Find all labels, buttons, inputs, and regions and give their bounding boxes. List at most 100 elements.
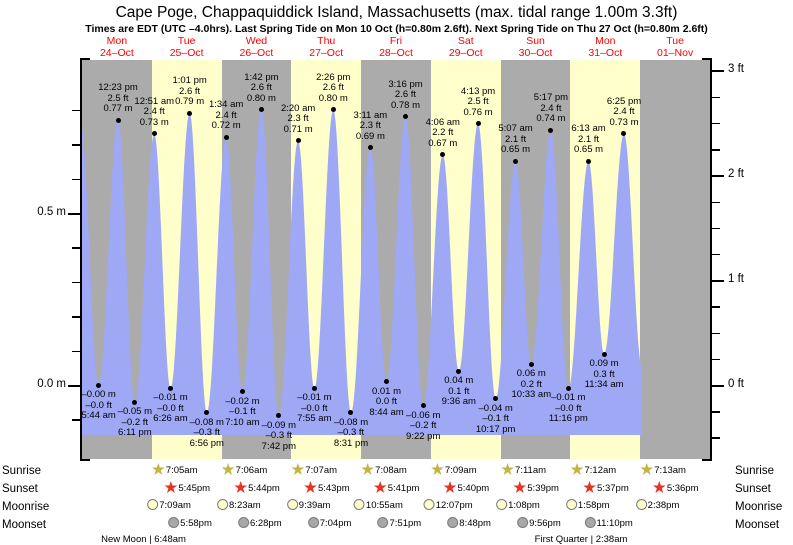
axis-tick-right bbox=[712, 411, 720, 413]
tide-point-high bbox=[548, 127, 554, 133]
tide-label-line-2: 0.67 m bbox=[428, 137, 458, 149]
tide-label-low: 0.01 m 0.0 ft 8:44 am bbox=[369, 385, 404, 419]
tide-point-high bbox=[115, 117, 121, 123]
tide-label-line-0: 3:16 pm bbox=[388, 78, 423, 90]
sunrise-entry-time: 7:05am bbox=[165, 464, 198, 476]
tide-label-line-0: –0.04 m bbox=[478, 402, 513, 414]
axis-corner-tr bbox=[702, 58, 712, 60]
tide-label-line-0: –0.01 m bbox=[297, 392, 332, 404]
tide-point-low bbox=[204, 410, 210, 416]
tide-label-line-0: 2:26 pm bbox=[316, 71, 351, 83]
day-header-weekday: Sun bbox=[526, 35, 545, 47]
moonset-entry-time: 7:04pm bbox=[319, 517, 352, 529]
moonset-entry-time: 8:48pm bbox=[459, 517, 491, 529]
sunrise-entry-4: 7:09am bbox=[431, 463, 477, 476]
day-header-weekday: Mon bbox=[106, 35, 128, 47]
day-header-date: 25–Oct bbox=[169, 46, 204, 59]
tide-label-line-0: –0.08 m bbox=[333, 416, 369, 428]
tide-label-line-2: 9:22 pm bbox=[406, 430, 441, 442]
tide-chart-plot bbox=[82, 60, 710, 459]
moonset-entry-time: 7:51pm bbox=[389, 517, 422, 529]
tide-label-line-1: –0.1 ft bbox=[229, 406, 256, 418]
tide-label-high: 12:51 am 2.4 ft 0.73 m bbox=[134, 95, 175, 129]
tide-label-line-0: 12:23 pm bbox=[98, 82, 138, 94]
tide-point-high bbox=[402, 114, 408, 120]
tide-label-line-2: 11:34 am bbox=[584, 379, 624, 391]
tide-point-low bbox=[528, 361, 534, 367]
sunrise-entry-time: 7:08am bbox=[375, 464, 407, 476]
axis-tick-right bbox=[712, 96, 720, 99]
sunset-star-icon bbox=[164, 481, 178, 493]
sunset-entry-6: 5:37pm bbox=[583, 481, 629, 494]
tide-point-low bbox=[311, 385, 317, 391]
tide-label-line-2: 0.73 m bbox=[139, 116, 169, 128]
page-subtitle: Times are EDT (UTC –4.0hrs). Last Spring… bbox=[85, 23, 708, 35]
tide-label-line-0: 1:34 am bbox=[208, 99, 244, 111]
tide-label-low: 0.06 m 0.2 ft 10:33 am bbox=[512, 369, 552, 401]
tide-label-line-0: 6:25 pm bbox=[606, 95, 642, 107]
tide-label-line-2: 8:31 pm bbox=[333, 437, 369, 449]
tide-label-low: –0.01 m –0.0 ft 7:55 am bbox=[297, 393, 331, 425]
tide-label-low: –0.08 m –0.3 ft 6:56 pm bbox=[190, 417, 224, 450]
tide-point-low bbox=[239, 389, 245, 395]
tide-label-line-0: 2:20 am bbox=[280, 102, 316, 114]
tide-label-low: –0.09 m –0.3 ft 7:42 pm bbox=[262, 420, 296, 453]
tide-label-line-1: –0.0 ft bbox=[157, 402, 184, 414]
tide-label-low: –0.02 m –0.1 ft 7:10 am bbox=[225, 396, 259, 429]
tide-label-line-1: –0.0 ft bbox=[301, 402, 328, 414]
axis-tick-right bbox=[712, 175, 724, 178]
tide-label-line-2: 0.80 m bbox=[246, 92, 276, 104]
day-header-0: Mon 24–Oct bbox=[82, 35, 152, 59]
moonrise-disc-icon bbox=[147, 499, 159, 510]
day-header-3: Thu 27–Oct bbox=[291, 35, 361, 59]
sunrise-star-icon bbox=[291, 463, 305, 475]
sunset-entry-7: 5:36pm bbox=[652, 481, 699, 494]
moonset-entry-time: 6:28pm bbox=[249, 517, 282, 529]
tide-point-high bbox=[475, 121, 481, 127]
moonrise-row-label-right: Moonrise bbox=[735, 501, 783, 513]
axis-tick-right bbox=[712, 332, 720, 335]
tide-label-high: 1:42 pm 2.6 ft 0.80 m bbox=[244, 71, 279, 105]
tide-label-high: 3:11 am 2.3 ft 0.69 m bbox=[354, 110, 388, 143]
tide-label-line-0: 1:42 pm bbox=[244, 71, 279, 83]
tide-point-high bbox=[295, 138, 301, 144]
moonrise-entry-time: 9:39am bbox=[298, 499, 331, 511]
tide-label-line-1: 2.6 ft bbox=[250, 82, 272, 94]
tide-label-line-2: 0.69 m bbox=[355, 130, 385, 142]
sunrise-star-icon bbox=[640, 463, 654, 475]
moonrise-entry-time: 1:08pm bbox=[508, 499, 540, 511]
day-header-weekday: Fri bbox=[389, 35, 403, 47]
sunrise-row-label-right: Sunrise bbox=[735, 465, 774, 477]
tide-point-low bbox=[276, 413, 282, 419]
tide-label-line-2: 9:36 am bbox=[441, 396, 476, 408]
tide-label-line-2: 0.76 m bbox=[463, 106, 493, 118]
tide-point-high bbox=[223, 134, 229, 140]
sunset-entry-time: 5:43pm bbox=[317, 482, 350, 494]
tide-label-line-2: 0.72 m bbox=[211, 120, 241, 132]
tide-label-line-0: 6:13 am bbox=[571, 123, 606, 135]
day-header-weekday: Tue bbox=[666, 35, 684, 47]
tide-label-line-2: 8:44 am bbox=[369, 406, 404, 418]
axis-tick-right bbox=[712, 280, 724, 283]
axis-tick-right bbox=[712, 253, 720, 256]
tide-label-line-0: 12:51 am bbox=[134, 95, 175, 107]
sunset-star-icon bbox=[304, 481, 317, 493]
tide-label-line-0: 0.06 m bbox=[516, 368, 546, 380]
moonset-entry-1: 6:28pm bbox=[237, 517, 282, 529]
tide-label-line-1: 0.1 ft bbox=[448, 385, 470, 397]
moonrise-entry-4: 12:07pm bbox=[423, 499, 473, 511]
tide-label-high: 2:26 pm 2.6 ft 0.80 m bbox=[316, 71, 351, 105]
tide-point-low bbox=[167, 385, 173, 391]
tide-label-low: 0.09 m 0.3 ft 11:34 am bbox=[585, 359, 624, 391]
sunset-star-icon bbox=[513, 481, 527, 493]
day-header-7: Mon 31–Oct bbox=[570, 35, 640, 59]
tide-point-low bbox=[493, 396, 499, 402]
tide-label-low: –0.06 m –0.2 ft 9:22 pm bbox=[406, 410, 441, 443]
tide-point-high bbox=[586, 158, 592, 164]
tide-label-low: –0.08 m –0.3 ft 8:31 pm bbox=[333, 416, 369, 450]
tide-label-line-0: –0.00 m bbox=[81, 389, 116, 400]
sunrise-row-label-left: Sunrise bbox=[2, 465, 41, 477]
tide-label-high: 6:25 pm 2.4 ft 0.73 m bbox=[606, 95, 642, 129]
tide-label-line-0: 0.01 m bbox=[371, 385, 402, 397]
tide-label-line-2: 0.79 m bbox=[175, 96, 205, 108]
